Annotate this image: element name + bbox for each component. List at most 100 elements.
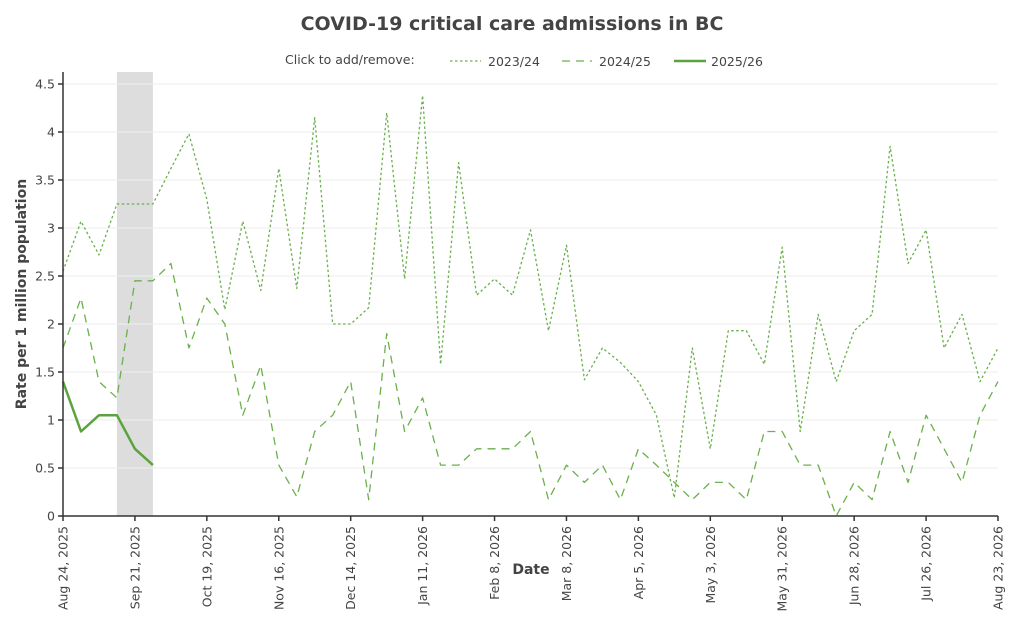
data-point-2023-24[interactable]: [906, 262, 910, 266]
data-point-2023-24[interactable]: [852, 329, 856, 333]
data-point-2023-24[interactable]: [367, 306, 371, 310]
data-point-2023-24[interactable]: [798, 430, 802, 434]
data-point-2024-25[interactable]: [816, 463, 820, 467]
data-point-2024-25[interactable]: [349, 380, 353, 384]
data-point-2025-26[interactable]: [133, 447, 137, 451]
data-point-2024-25[interactable]: [385, 332, 389, 336]
data-point-2023-24[interactable]: [421, 94, 425, 98]
data-point-2024-25[interactable]: [331, 413, 335, 417]
data-point-2023-24[interactable]: [870, 312, 874, 316]
data-point-2023-24[interactable]: [457, 161, 461, 165]
data-point-2023-24[interactable]: [79, 219, 83, 223]
data-point-2023-24[interactable]: [187, 132, 191, 136]
data-point-2024-25[interactable]: [223, 322, 227, 326]
data-point-2025-26[interactable]: [79, 430, 83, 434]
data-point-2023-24[interactable]: [349, 322, 353, 326]
data-point-2024-25[interactable]: [421, 396, 425, 400]
data-point-2023-24[interactable]: [636, 380, 640, 384]
data-point-2023-24[interactable]: [97, 253, 101, 257]
data-point-2023-24[interactable]: [996, 346, 1000, 350]
data-point-2024-25[interactable]: [780, 430, 784, 434]
data-point-2025-26[interactable]: [115, 413, 119, 417]
data-point-2023-24[interactable]: [403, 277, 407, 281]
data-point-2023-24[interactable]: [205, 197, 209, 201]
data-point-2024-25[interactable]: [403, 430, 407, 434]
data-point-2024-25[interactable]: [978, 413, 982, 417]
legend-item-2024-25[interactable]: 2024/25: [562, 54, 651, 69]
data-point-2024-25[interactable]: [708, 480, 712, 484]
data-point-2024-25[interactable]: [97, 380, 101, 384]
series-line-2024-25[interactable]: [62, 262, 999, 517]
data-point-2023-24[interactable]: [690, 346, 694, 350]
data-point-2023-24[interactable]: [241, 219, 245, 223]
data-point-2024-25[interactable]: [564, 463, 568, 467]
data-point-2024-25[interactable]: [205, 296, 209, 300]
data-point-2024-25[interactable]: [690, 498, 694, 502]
data-point-2023-24[interactable]: [313, 116, 317, 120]
data-point-2024-25[interactable]: [367, 498, 371, 502]
data-point-2024-25[interactable]: [924, 413, 928, 417]
data-point-2023-24[interactable]: [385, 111, 389, 115]
data-point-2023-24[interactable]: [744, 329, 748, 333]
data-point-2023-24[interactable]: [546, 329, 550, 333]
data-point-2024-25[interactable]: [439, 463, 443, 467]
data-point-2023-24[interactable]: [618, 360, 622, 364]
data-point-2024-25[interactable]: [169, 262, 173, 266]
data-point-2024-25[interactable]: [151, 279, 155, 283]
data-point-2023-24[interactable]: [960, 312, 964, 316]
data-point-2023-24[interactable]: [439, 362, 443, 366]
data-point-2023-24[interactable]: [511, 293, 515, 297]
data-point-2024-25[interactable]: [942, 447, 946, 451]
data-point-2024-25[interactable]: [600, 463, 604, 467]
data-point-2023-24[interactable]: [277, 166, 281, 170]
data-point-2023-24[interactable]: [816, 312, 820, 316]
data-point-2024-25[interactable]: [762, 430, 766, 434]
data-point-2024-25[interactable]: [475, 447, 479, 451]
data-point-2024-25[interactable]: [798, 463, 802, 467]
data-point-2023-24[interactable]: [762, 362, 766, 366]
data-point-2023-24[interactable]: [924, 228, 928, 232]
data-point-2023-24[interactable]: [582, 378, 586, 382]
data-point-2023-24[interactable]: [493, 277, 497, 281]
legend-item-2023-24[interactable]: 2023/24: [450, 54, 540, 69]
data-point-2024-25[interactable]: [457, 463, 461, 467]
data-point-2023-24[interactable]: [834, 380, 838, 384]
data-point-2024-25[interactable]: [493, 447, 497, 451]
data-point-2023-24[interactable]: [726, 329, 730, 333]
data-point-2023-24[interactable]: [115, 202, 119, 206]
data-point-2024-25[interactable]: [79, 296, 83, 300]
series-line-2023-24[interactable]: [62, 94, 999, 499]
data-point-2024-25[interactable]: [870, 498, 874, 502]
series-line-2025-26[interactable]: [61, 381, 154, 467]
data-point-2023-24[interactable]: [529, 228, 533, 232]
data-point-2024-25[interactable]: [295, 495, 299, 499]
data-point-2024-25[interactable]: [546, 498, 550, 502]
data-point-2024-25[interactable]: [582, 480, 586, 484]
data-point-2024-25[interactable]: [618, 498, 622, 502]
data-point-2023-24[interactable]: [978, 380, 982, 384]
data-point-2023-24[interactable]: [780, 245, 784, 249]
data-point-2024-25[interactable]: [960, 480, 964, 484]
data-point-2024-25[interactable]: [744, 498, 748, 502]
data-point-2023-24[interactable]: [708, 447, 712, 451]
data-point-2024-25[interactable]: [187, 346, 191, 350]
data-point-2023-24[interactable]: [169, 166, 173, 170]
data-point-2024-25[interactable]: [259, 363, 263, 367]
data-point-2024-25[interactable]: [906, 480, 910, 484]
data-point-2024-25[interactable]: [511, 447, 515, 451]
data-point-2025-26[interactable]: [97, 413, 101, 417]
data-point-2024-25[interactable]: [277, 463, 281, 467]
data-point-2024-25[interactable]: [726, 480, 730, 484]
data-point-2023-24[interactable]: [888, 144, 892, 148]
data-point-2023-24[interactable]: [942, 346, 946, 350]
data-point-2023-24[interactable]: [223, 308, 227, 312]
data-point-2024-25[interactable]: [996, 380, 1000, 384]
data-point-2024-25[interactable]: [313, 430, 317, 434]
data-point-2025-26[interactable]: [151, 463, 155, 467]
data-point-2024-25[interactable]: [133, 279, 137, 283]
data-point-2024-25[interactable]: [529, 430, 533, 434]
legend-item-2025-26[interactable]: 2025/26: [674, 54, 763, 69]
data-point-2023-24[interactable]: [133, 202, 137, 206]
data-point-2023-24[interactable]: [475, 293, 479, 297]
data-point-2023-24[interactable]: [295, 286, 299, 290]
